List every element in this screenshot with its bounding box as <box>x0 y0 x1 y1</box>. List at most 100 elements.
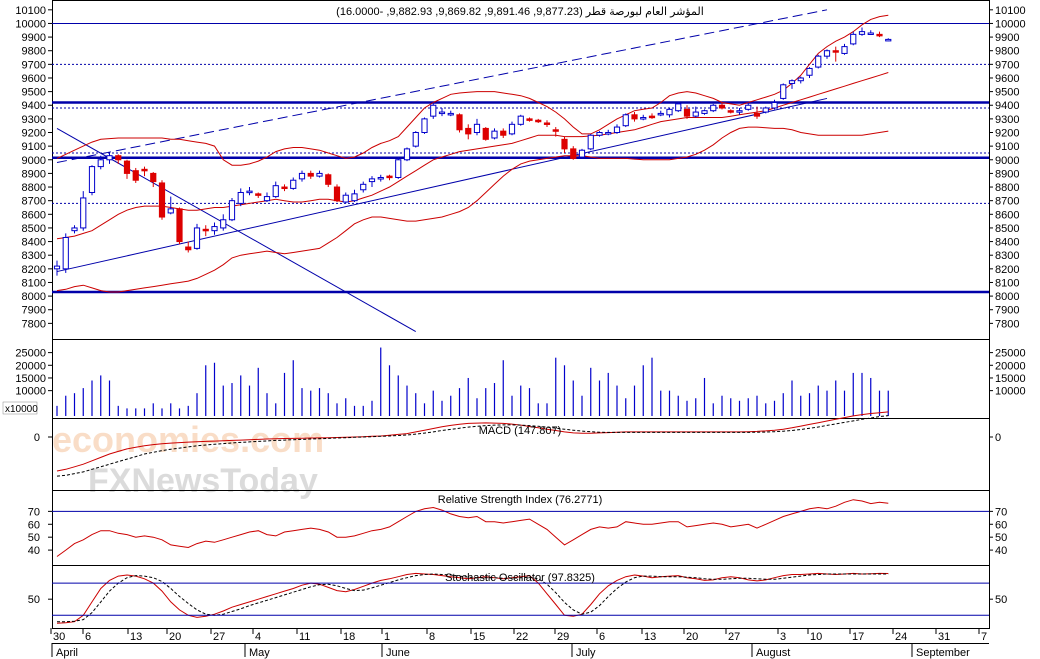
candle-body-up <box>823 50 831 57</box>
candle-body-up <box>841 46 848 54</box>
candle-body-up <box>421 118 428 134</box>
candle-body-down <box>185 246 192 251</box>
price-tick-label-right: 9600 <box>995 73 1019 85</box>
candle-body-down <box>648 115 656 119</box>
candle-body-down <box>325 174 332 185</box>
candle-body-down <box>132 170 139 181</box>
volume-tick-label-right: 10000 <box>995 386 1026 398</box>
candle-body-up <box>815 55 822 68</box>
candle-body-up <box>447 112 454 116</box>
price-tick-label-left: 9900 <box>22 32 46 44</box>
price-tick-label-right: 9500 <box>995 87 1019 99</box>
trendline <box>56 97 828 273</box>
date-tick-label: 20 <box>686 631 698 643</box>
price-tick-label-right: 8200 <box>995 264 1019 276</box>
rsi-tick-label-right: 70 <box>995 506 1007 518</box>
candle-body-up <box>587 134 594 150</box>
bollinger-bands <box>56 14 889 293</box>
candle-body-up <box>360 183 367 191</box>
price-tick-label-right: 8900 <box>995 168 1019 180</box>
candle-body-down <box>123 160 131 174</box>
candle-body-up <box>780 84 787 99</box>
candle-body-down <box>150 172 157 183</box>
price-panel-frame <box>52 0 990 340</box>
date-tick-label: 29 <box>557 631 569 643</box>
candle-body-down <box>500 130 507 136</box>
stoch-tick-label-left: 50 <box>28 594 40 606</box>
candle-body-up <box>692 111 699 117</box>
date-tick-label: 15 <box>473 631 485 643</box>
candle-body-up <box>193 227 201 249</box>
candle-body-up <box>220 219 227 229</box>
price-tick-label-left: 8400 <box>22 237 46 249</box>
date-tick-label: 11 <box>299 631 310 643</box>
candle-body-down <box>281 186 288 190</box>
rsi-line <box>56 499 889 557</box>
candle-body-up <box>368 178 376 183</box>
date-tick-label: 24 <box>895 631 907 643</box>
rsi-tick-label-right: 60 <box>995 519 1007 531</box>
price-tick-label-right: 8800 <box>995 182 1019 194</box>
candle-body-down <box>115 155 122 161</box>
price-tick-label-right: 10000 <box>995 18 1026 30</box>
date-tick-label: 1 <box>384 631 390 643</box>
volume-scale-box <box>2 401 38 415</box>
price-tick-label-right: 7900 <box>995 305 1019 317</box>
price-tick-label-left: 8200 <box>22 264 46 276</box>
trendlines <box>56 9 828 332</box>
price-tick-label-left: 7800 <box>22 318 46 330</box>
macd-signal-line <box>56 415 889 477</box>
date-tick-label: 20 <box>169 631 181 643</box>
month-label: June <box>386 647 410 659</box>
candle-body-up <box>491 130 498 139</box>
price-tick-label-right: 8300 <box>995 250 1019 262</box>
price-tick-label-right: 9100 <box>995 141 1019 153</box>
price-tick-label-right: 9300 <box>995 114 1019 126</box>
panel-frames <box>52 0 990 629</box>
price-tick-label-left: 9300 <box>22 114 46 126</box>
macd-lines <box>56 411 889 477</box>
month-label: April <box>56 647 78 659</box>
candle-body-up <box>412 132 419 147</box>
date-tick-label: 4 <box>255 631 261 643</box>
price-tick-label-left: 9000 <box>22 155 46 167</box>
date-tick-label: 13 <box>130 631 142 643</box>
candle-body-up <box>666 108 673 116</box>
price-tick-label-left: 7900 <box>22 305 46 317</box>
candle-body-up <box>53 265 61 270</box>
price-tick-label-right: 8600 <box>995 209 1019 221</box>
candle-body-up <box>342 194 349 203</box>
candle-body-up <box>613 126 621 134</box>
macd-label: MACD (147.807) <box>479 425 562 437</box>
date-tick-label: 13 <box>644 631 656 643</box>
price-tick-label-right: 9400 <box>995 100 1019 112</box>
candle-body-down <box>561 138 568 150</box>
candle-body-up <box>788 80 796 84</box>
price-tick-label-left: 9500 <box>22 87 46 99</box>
candle-body-up <box>211 226 218 232</box>
price-tick-label-left: 8800 <box>22 182 46 194</box>
volume-tick-label-left: 20000 <box>15 360 46 372</box>
candle-body-up <box>771 102 778 109</box>
price-tick-label-right: 8100 <box>995 277 1019 289</box>
macd-tick-label-left: 0 <box>34 432 40 444</box>
candle-body-up <box>237 191 244 204</box>
candle-body-up <box>806 67 813 76</box>
date-axis: 30 6 13 20 27 4 11 18 1 8 15 22 29 6 13 20 27 3 10 17 24 31 7A… <box>50 628 989 659</box>
candle-body-up <box>596 132 603 136</box>
candle-body-down <box>876 33 883 37</box>
stoch-lines <box>56 572 889 624</box>
rsi-label: Relative Strength Index (76.2771) <box>438 494 603 506</box>
candle-body-down <box>753 112 761 117</box>
candle-body-up <box>298 172 306 180</box>
stoch-label: Stochastic Oscillator (97.8325) <box>445 572 595 584</box>
volume-tick-label-left: 10000 <box>15 386 46 398</box>
date-tick-label: 30 <box>53 631 65 643</box>
price-tick-label-left: 10100 <box>15 5 46 17</box>
candle-body-up <box>762 107 769 113</box>
candle-body-up <box>106 155 113 161</box>
candle-body-up <box>246 190 253 194</box>
watermark-economies: economies.com <box>52 419 324 460</box>
candle-body-down <box>456 114 463 131</box>
